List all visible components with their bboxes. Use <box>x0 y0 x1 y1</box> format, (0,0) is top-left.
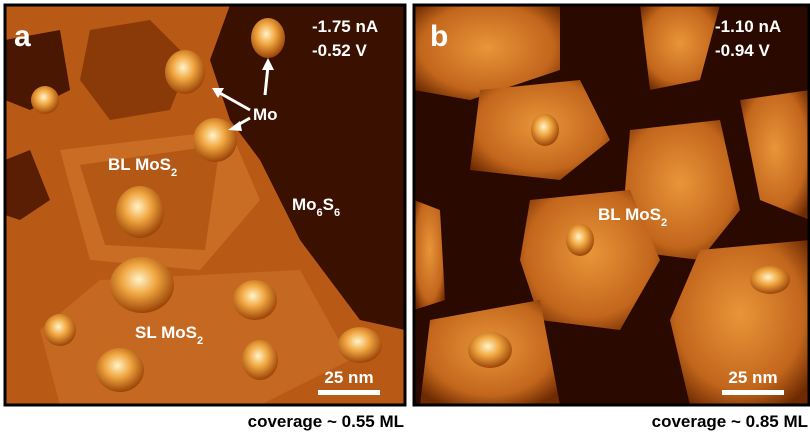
label-text: SL MoS <box>135 323 197 342</box>
current: -1.75 nA <box>312 17 378 36</box>
voltage: -0.94 V <box>715 41 770 60</box>
label-sub: 2 <box>171 167 177 179</box>
scale-bar <box>722 390 784 395</box>
voltage: -0.52 V <box>312 41 367 60</box>
label-text: BL MoS <box>108 155 171 174</box>
current: -1.10 nA <box>715 17 781 36</box>
panel-letter: b <box>430 20 448 53</box>
label-text: Mo <box>253 105 278 124</box>
scale-bar <box>318 390 380 395</box>
label-sub: 2 <box>661 217 667 229</box>
coverage: coverage ~ 0.55 ML <box>248 412 404 431</box>
panel-letter: a <box>14 20 31 53</box>
label-sub: 6 <box>334 207 340 219</box>
label-sub: 2 <box>197 335 203 347</box>
figure: a -1.75 nA -0.52 V Mo BL MoS2 Mo6S6 SL M… <box>0 0 810 433</box>
label-text: S <box>323 195 334 214</box>
scale-label: 25 nm <box>324 368 373 387</box>
label-text: Mo <box>292 195 317 214</box>
coverage: coverage ~ 0.85 ML <box>652 412 808 431</box>
label-text: BL MoS <box>598 205 661 224</box>
label: Mo <box>253 105 278 124</box>
stm-image-a <box>5 5 405 405</box>
scale-label: 25 nm <box>728 368 777 387</box>
